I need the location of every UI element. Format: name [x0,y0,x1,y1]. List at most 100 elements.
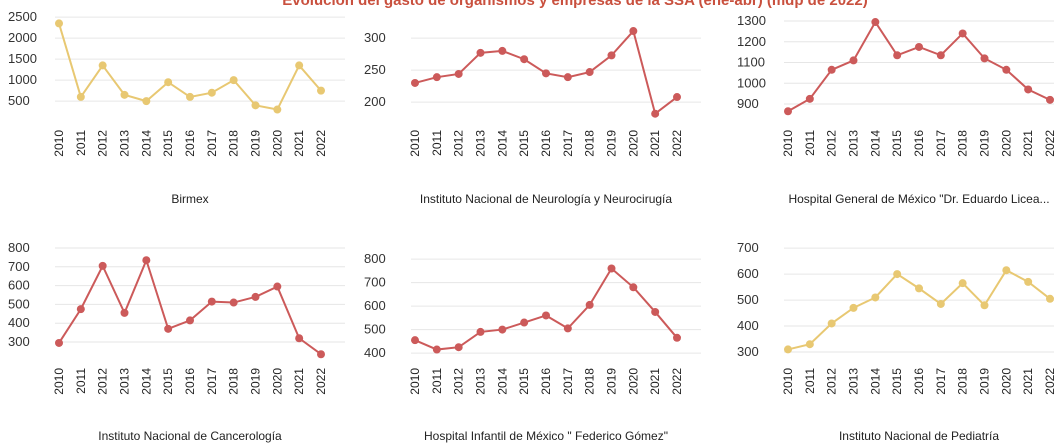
data-point [805,340,814,349]
panel-title: Hospital General de México "Dr. Eduardo … [788,192,1049,206]
x-tick-label: 2020 [270,130,284,157]
data-point [1002,266,1011,275]
x-tick-label: 2014 [868,130,882,157]
data-point [871,293,880,302]
data-point [849,303,858,312]
data-point [893,51,902,60]
data-point [229,298,238,307]
data-point [980,54,989,63]
y-tick-label: 300 [737,344,759,359]
x-tick-label: 2013 [118,130,132,157]
data-point [432,73,441,82]
x-tick-label: 2014 [139,130,153,157]
data-point [563,73,572,82]
data-point [76,305,85,314]
x-tick-label: 2015 [161,368,175,395]
x-tick-label: 2022 [670,368,684,395]
data-point [498,325,507,334]
data-point [55,338,63,347]
y-tick-label: 500 [364,322,386,337]
data-point [295,334,304,343]
x-tick-label: 2012 [825,368,839,395]
panel: 300 400 500 600 700 2010 2011 2012 2013 2014 2015 2… [737,240,1054,443]
y-tick-label: 1000 [737,75,766,90]
series-line [58,257,322,356]
data-point [673,93,681,102]
x-tick-label: 2015 [890,368,904,395]
data-point [98,261,107,270]
panel-title: Instituto Nacional de Cancerología [98,429,282,443]
x-tick-label: 2013 [118,368,132,395]
data-point [827,65,836,74]
data-point [651,109,660,118]
x-tick-label: 2011 [74,130,88,156]
data-point [273,282,282,291]
y-tick-label: 200 [364,94,386,109]
data-point [563,324,572,333]
data-point [520,318,529,327]
data-point [1024,85,1033,94]
x-tick-label: 2016 [539,130,553,157]
data-point [251,101,260,110]
panel: 300 400 500 600 700 800 2010 2011 2012 2013 2014 20… [8,240,345,443]
y-tick-label: 800 [8,240,30,255]
x-tick-label: 2012 [825,130,839,157]
data-point [120,90,129,99]
data-point [805,94,814,103]
x-tick-label: 2020 [999,368,1013,395]
y-tick-label: 300 [8,334,30,349]
data-point [76,92,85,101]
x-tick-label: 2011 [430,130,444,156]
data-point [411,336,419,345]
x-tick-label: 2011 [74,368,88,394]
y-tick-label: 1300 [737,13,766,28]
x-tick-label: 2018 [583,368,597,395]
data-point [958,29,967,38]
y-tick-label: 2500 [8,9,37,24]
x-tick-label: 2011 [803,130,817,156]
x-tick-label: 2022 [1043,368,1054,395]
data-point [915,42,923,51]
x-tick-label: 2016 [183,368,197,395]
data-point [98,61,107,70]
data-point [629,283,638,292]
x-tick-label: 2014 [495,368,509,395]
y-tick-label: 400 [364,345,386,360]
y-tick-label: 400 [8,315,30,330]
x-tick-label: 2022 [1043,130,1054,157]
panel: 900 1000 1100 1200 1300 2010 2011 2012 2013 2014 2… [737,13,1054,206]
x-tick-label: 2017 [934,130,948,157]
panel-title: Instituto Nacional de Neurología y Neuro… [420,192,672,206]
x-tick-label: 2022 [314,368,328,395]
x-tick-label: 2019 [249,368,263,395]
data-point [317,350,325,359]
data-point [207,297,216,306]
x-tick-label: 2015 [890,130,904,157]
x-tick-label: 2020 [999,130,1013,157]
y-tick-label: 600 [8,278,30,293]
x-tick-label: 2015 [161,130,175,157]
data-point [936,299,945,308]
y-tick-label: 400 [737,318,759,333]
data-point [893,270,902,279]
x-tick-label: 2017 [934,368,948,395]
data-point [251,292,260,301]
x-tick-label: 2018 [583,130,597,157]
x-tick-label: 2018 [227,130,241,157]
data-point [207,88,216,97]
y-tick-label: 600 [737,266,759,281]
data-point [784,345,792,354]
x-tick-label: 2017 [205,368,219,395]
x-tick-label: 2013 [474,130,488,157]
data-point [629,27,638,36]
data-point [849,56,858,65]
data-point [229,76,238,85]
y-tick-label: 700 [737,240,759,255]
x-tick-label: 2020 [626,130,640,157]
x-tick-label: 2016 [912,130,926,157]
data-point [980,301,989,310]
y-tick-label: 1500 [8,51,37,66]
x-tick-label: 2021 [648,130,662,157]
series-line [787,268,1051,351]
data-point [432,345,441,354]
